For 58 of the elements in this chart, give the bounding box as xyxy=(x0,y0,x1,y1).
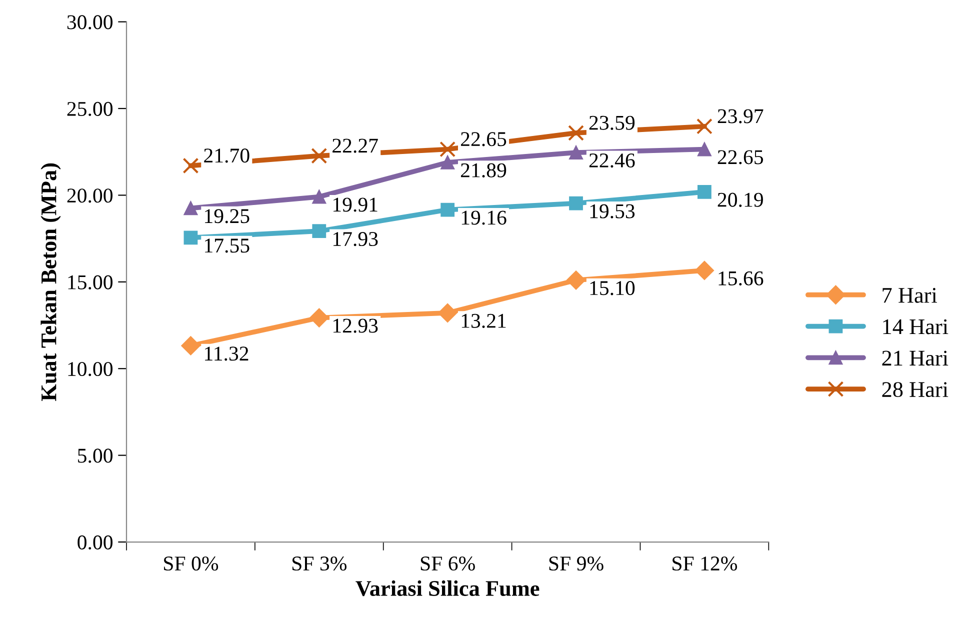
data-label: 19.25 xyxy=(205,209,250,224)
point xyxy=(440,202,455,217)
point xyxy=(694,260,714,280)
point xyxy=(566,270,586,290)
point xyxy=(440,141,456,158)
point xyxy=(569,196,583,210)
point xyxy=(310,308,329,328)
point xyxy=(698,184,712,199)
data-label: 17.93 xyxy=(333,232,378,246)
data-label: 11.32 xyxy=(205,346,248,361)
y-tick-label: 5.00 xyxy=(78,448,112,463)
data-label: 22.65 xyxy=(718,150,764,164)
x-tick-label: SF 0% xyxy=(164,556,218,571)
point xyxy=(569,146,583,160)
y-tick-label: 10.00 xyxy=(68,362,112,376)
x-axis-title: Variasi Silica Fume xyxy=(356,580,540,596)
data-label: 21.70 xyxy=(204,148,250,163)
y-axis-title: Kuat Tekan Beton (MPa) xyxy=(40,163,61,401)
point xyxy=(698,142,712,156)
y-tick-label: 30.00 xyxy=(67,15,112,30)
point xyxy=(182,158,199,174)
point xyxy=(438,303,458,322)
point xyxy=(440,155,455,170)
data-label: 22.65 xyxy=(460,132,506,146)
legend-label: 28 Hari xyxy=(882,382,948,398)
data-label: 12.93 xyxy=(333,318,378,333)
point xyxy=(696,118,712,134)
legend-label: 7 Hari xyxy=(882,288,937,303)
x-tick-label: SF 3% xyxy=(292,556,347,571)
legend-label: 21 Hari xyxy=(882,350,948,366)
data-label: 19.16 xyxy=(462,210,506,225)
y-tick-label: 20.00 xyxy=(67,188,112,203)
point xyxy=(181,336,200,356)
point xyxy=(311,148,328,164)
data-label: 20.19 xyxy=(718,192,763,207)
data-label: 19.91 xyxy=(333,198,378,212)
point xyxy=(312,224,326,238)
data-label: 13.21 xyxy=(462,314,506,328)
legend-label: 14 Hari xyxy=(883,319,948,334)
y-tick-label: 25.00 xyxy=(67,102,112,116)
data-label: 21.89 xyxy=(460,163,506,178)
data-label: 22.27 xyxy=(332,138,378,153)
data-label: 22.46 xyxy=(589,153,635,168)
x-tick-label: SF 6% xyxy=(420,556,475,571)
x-tick-label: SF 12% xyxy=(672,556,738,571)
point xyxy=(184,230,198,245)
point xyxy=(184,201,198,216)
data-label: 23.97 xyxy=(718,109,764,124)
data-label: 15.66 xyxy=(718,271,764,286)
y-tick-label: 0.00 xyxy=(78,535,112,550)
data-label: 15.10 xyxy=(590,281,635,296)
point xyxy=(568,124,584,141)
y-tick-label: 15.00 xyxy=(68,275,112,290)
data-label: 19.53 xyxy=(590,204,635,218)
x-tick-label: SF 9% xyxy=(549,556,604,571)
point xyxy=(312,190,326,204)
data-label: 17.55 xyxy=(205,238,250,253)
data-label: 23.59 xyxy=(589,116,635,130)
